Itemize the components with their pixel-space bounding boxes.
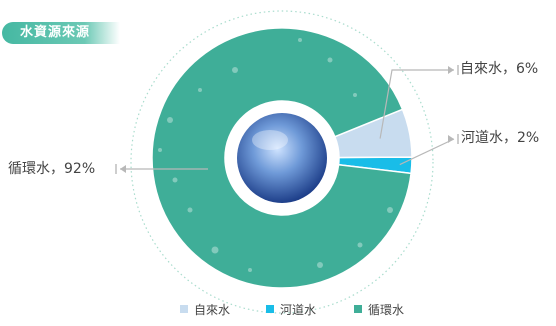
outer-dotted-ring xyxy=(130,10,434,314)
callout-river-water: 河道水，2% xyxy=(461,130,540,146)
bubble xyxy=(248,268,252,272)
bubble xyxy=(198,88,202,92)
legend-item-recycled-water: 循環水 xyxy=(354,301,404,317)
callout-tap-water: 自來水，6% xyxy=(460,61,539,77)
bubble xyxy=(298,38,302,42)
legend-label-tap-water: 自來水 xyxy=(194,302,231,317)
bubble xyxy=(317,262,323,268)
legend-swatch-recycled-water xyxy=(354,305,362,313)
bubble xyxy=(211,246,219,254)
leader-arrow-river-water xyxy=(448,135,454,143)
bubble xyxy=(387,207,393,213)
bubble xyxy=(158,148,162,152)
bubble xyxy=(327,57,333,63)
bubble xyxy=(172,177,178,183)
leader-arrow-recycled-water xyxy=(120,165,126,173)
legend-item-tap-water: 自來水 xyxy=(180,301,230,317)
bubble xyxy=(232,67,238,73)
bubble xyxy=(353,93,357,97)
texture-bubbles xyxy=(158,38,393,272)
legend-label-recycled-water: 循環水 xyxy=(368,302,405,317)
ball-highlight xyxy=(252,130,288,150)
leader-line-river-water xyxy=(399,138,455,166)
bubble xyxy=(167,117,173,123)
legend-label-river-water: 河道水 xyxy=(280,302,317,317)
chart-title: 水資源來源 xyxy=(20,25,91,40)
bubble xyxy=(187,207,193,213)
legend-swatch-river-water xyxy=(266,305,274,313)
water-drop-ball-icon xyxy=(237,113,327,203)
leader-line-tap-water xyxy=(379,69,454,139)
bubble xyxy=(357,242,363,248)
title-tag: 水資源來源 xyxy=(2,22,120,44)
legend-item-river-water: 河道水 xyxy=(266,301,316,317)
legend-swatch-tap-water xyxy=(180,305,188,313)
leader-arrow-tap-water xyxy=(448,66,454,74)
callout-recycled-water: 循環水，92% xyxy=(8,161,96,177)
